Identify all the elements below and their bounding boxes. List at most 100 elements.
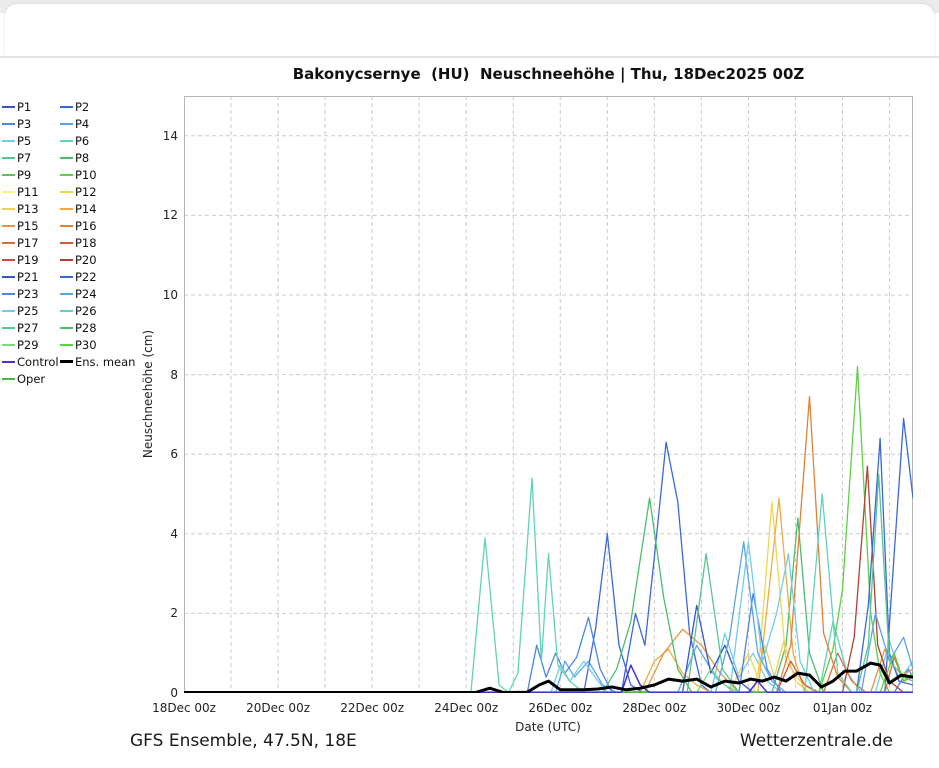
legend-label: P11 — [17, 184, 39, 199]
header-divider — [0, 56, 939, 58]
legend-item-p28: P28 — [60, 319, 135, 336]
model-caption: GFS Ensemble, 47.5N, 18E — [130, 731, 357, 751]
legend-label: P23 — [17, 286, 39, 301]
x-tick-label: 18Dec 00z — [152, 701, 216, 715]
legend-swatch-icon — [60, 207, 73, 210]
legend-label: P2 — [75, 99, 90, 114]
series-line-p26 — [184, 477, 913, 693]
legend-item-ens-mean: Ens. mean — [60, 353, 135, 370]
legend-label: P25 — [17, 303, 39, 318]
legend-item-p24: P24 — [60, 285, 135, 302]
chart-title: Bakonycsernye (HU) Neuschneehöhe | Thu, … — [292, 65, 805, 83]
page-panel-top — [5, 4, 934, 56]
y-axis-label: Neuschneehöhe (cm) — [141, 329, 155, 459]
legend-item-p26: P26 — [60, 302, 135, 319]
legend-label: P13 — [17, 201, 39, 216]
legend-item-control: Control — [2, 353, 60, 370]
legend-label: P3 — [17, 116, 32, 131]
plot-border — [184, 96, 913, 693]
legend-label: P19 — [17, 252, 39, 267]
legend-label: Oper — [17, 371, 46, 386]
legend-swatch-icon — [2, 360, 15, 363]
legend-swatch-icon — [60, 139, 73, 142]
legend-label: P20 — [75, 252, 97, 267]
legend-swatch-icon — [2, 377, 15, 380]
x-tick-label: 24Dec 00z — [434, 701, 499, 715]
legend-item-p11: P11 — [2, 183, 60, 200]
legend-label: P27 — [17, 320, 39, 335]
legend-item-p25: P25 — [2, 302, 60, 319]
legend-swatch-icon — [2, 122, 15, 125]
y-tick-label: 0 — [170, 685, 178, 700]
series-line-p13 — [184, 640, 913, 693]
legend-item-p19: P19 — [2, 251, 60, 268]
legend-item-p2: P2 — [60, 98, 135, 115]
legend-item-p18: P18 — [60, 234, 135, 251]
legend-item-p5: P5 — [2, 132, 60, 149]
legend-item-p30: P30 — [60, 336, 135, 353]
series-line-p2 — [184, 417, 913, 693]
legend-item-p13: P13 — [2, 200, 60, 217]
legend-label: P28 — [75, 320, 97, 335]
legend-swatch-icon — [60, 173, 73, 176]
legend-swatch-icon — [60, 105, 73, 108]
legend-item-p16: P16 — [60, 217, 135, 234]
series-line-p12 — [184, 501, 913, 693]
site-credit: Wetterzentrale.de — [739, 731, 893, 751]
legend-label: P9 — [17, 167, 32, 182]
legend-item-p23: P23 — [2, 285, 60, 302]
legend-swatch-icon — [60, 122, 73, 125]
legend-label: P15 — [17, 218, 39, 233]
legend-label: P8 — [75, 150, 90, 165]
legend-item-p9: P9 — [2, 166, 60, 183]
y-tick-label: 2 — [170, 606, 178, 621]
x-tick-label: 26Dec 00z — [528, 701, 593, 715]
legend-swatch-icon — [60, 360, 73, 363]
legend-label: P29 — [17, 337, 39, 352]
y-tick-label: 12 — [162, 208, 178, 223]
legend-label: P1 — [17, 99, 32, 114]
legend-item-p1: P1 — [2, 98, 60, 115]
legend-swatch-icon — [60, 275, 73, 278]
legend-swatch-icon — [2, 190, 15, 193]
legend-swatch-icon — [60, 343, 73, 346]
legend-swatch-icon — [60, 326, 73, 329]
y-tick-label: 8 — [170, 367, 178, 382]
legend-label: P18 — [75, 235, 97, 250]
legend-label: P22 — [75, 269, 97, 284]
legend-swatch-icon — [60, 241, 73, 244]
legend-item-p6: P6 — [60, 132, 135, 149]
legend-swatch-icon — [2, 156, 15, 159]
legend-label: P4 — [75, 116, 90, 131]
legend-swatch-icon — [2, 309, 15, 312]
x-axis-label: Date (UTC) — [515, 720, 581, 734]
legend-label: P6 — [75, 133, 90, 148]
series-line-p16 — [184, 395, 913, 693]
legend-swatch-icon — [60, 190, 73, 193]
legend-item-p20: P20 — [60, 251, 135, 268]
legend-label: P30 — [75, 337, 97, 352]
legend-label: P12 — [75, 184, 97, 199]
y-tick-label: 4 — [170, 526, 178, 541]
legend-label: Ens. mean — [75, 354, 136, 369]
y-tick-label: 10 — [162, 288, 178, 302]
legend-swatch-icon — [2, 139, 15, 142]
legend-item-p17: P17 — [2, 234, 60, 251]
legend-swatch-icon — [2, 343, 15, 346]
legend-swatch-icon — [2, 173, 15, 176]
legend-label: P17 — [17, 235, 39, 250]
chart-legend: P1 P2 P3 P4 P5 P6 P7 P8 P9 P10 P11 P12 P13 P14 P15 P16 P… — [2, 98, 135, 387]
x-tick-label: 20Dec 00z — [246, 701, 310, 715]
legend-item-p10: P10 — [60, 166, 135, 183]
legend-label: P14 — [75, 201, 97, 216]
legend-swatch-icon — [2, 241, 15, 244]
series-line-ens-mean — [184, 661, 913, 693]
legend-item-p15: P15 — [2, 217, 60, 234]
legend-swatch-icon — [2, 224, 15, 227]
legend-label: Control — [17, 354, 59, 369]
legend-label: P10 — [75, 167, 97, 182]
legend-item-oper: Oper — [2, 370, 60, 387]
legend-swatch-icon — [60, 156, 73, 159]
legend-swatch-icon — [2, 105, 15, 108]
